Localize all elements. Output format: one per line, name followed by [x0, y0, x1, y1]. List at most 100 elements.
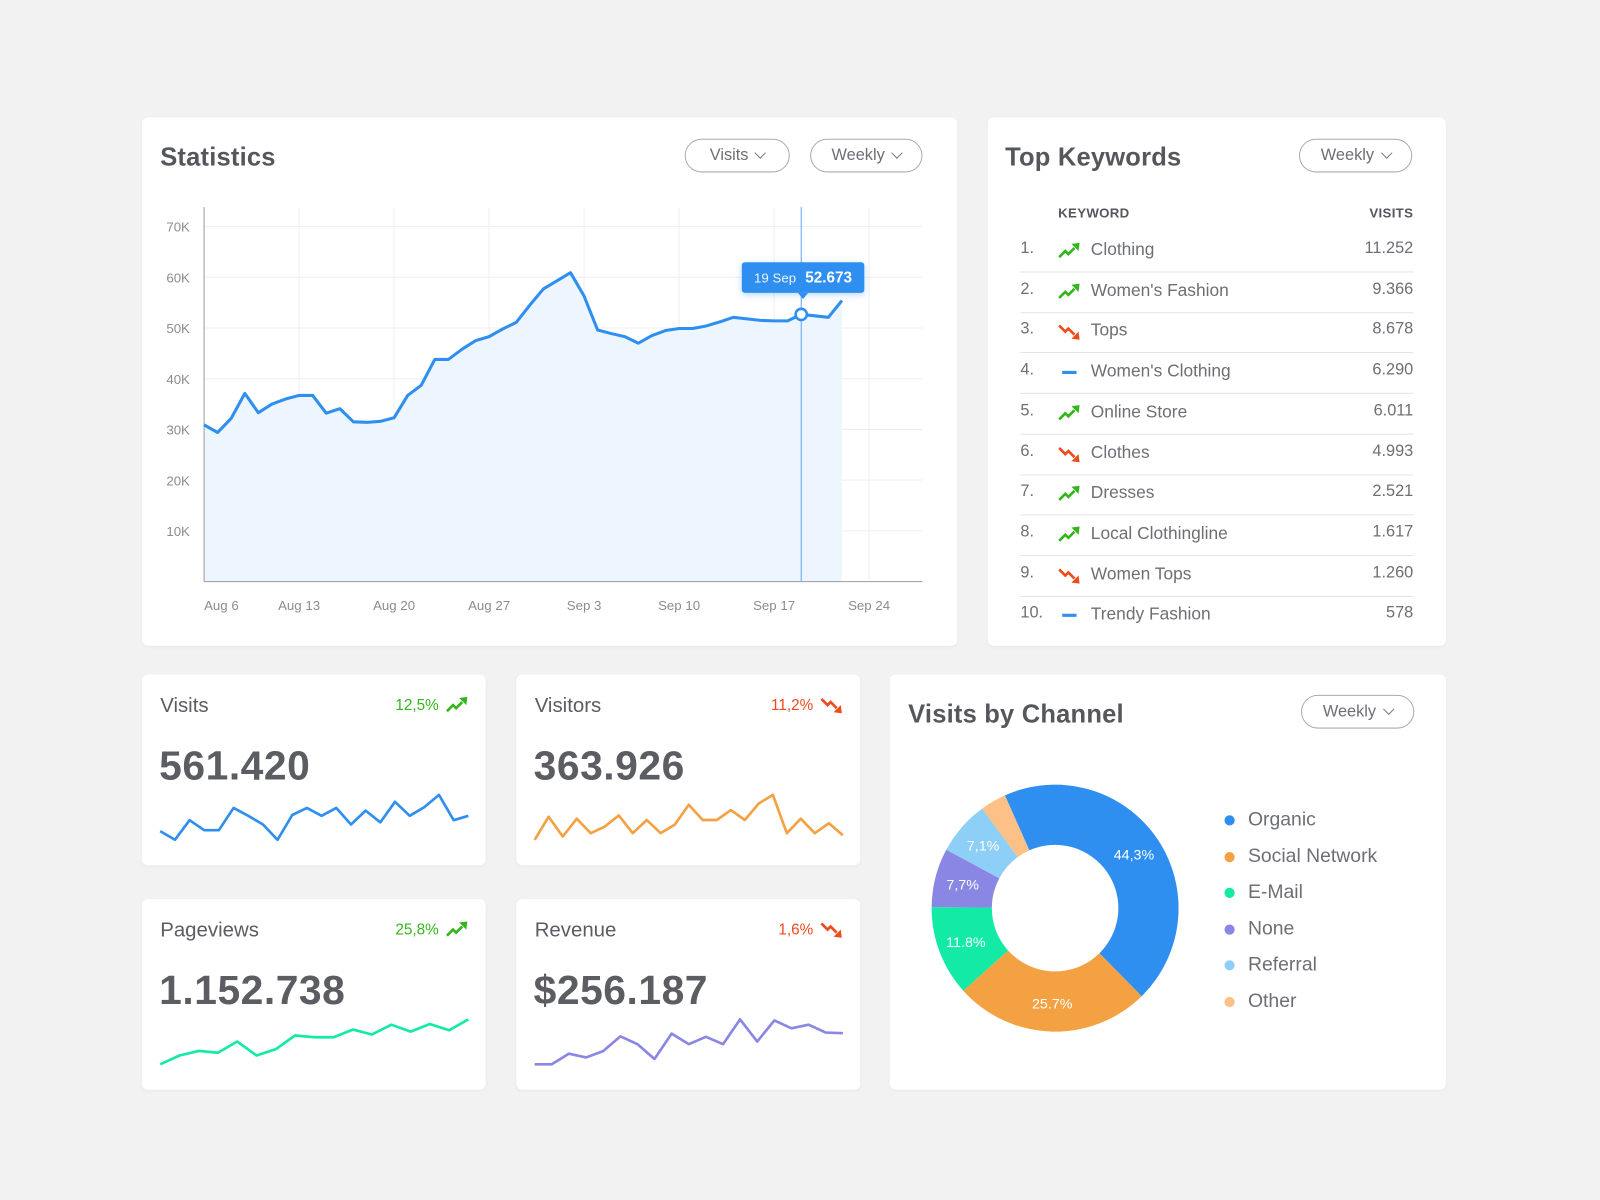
keyword-row[interactable]: 2. Women's Fashion 9.366	[1020, 272, 1414, 313]
keyword-visits: 2.521	[1372, 482, 1414, 501]
visits-line-chart[interactable]: 10K 20K 30K 40K 50K 60K 70K Aug 6 Aug 13 Aug 20 Au…	[142, 117, 957, 646]
legend-label: Other	[1247, 990, 1297, 1012]
donut-slice-referral[interactable]	[946, 808, 1018, 879]
x-tick-label: Sep 17	[753, 598, 795, 613]
x-tick-label: Aug 13	[278, 598, 320, 613]
tooltip-date: 19 Sep	[754, 269, 797, 286]
trend-down-icon	[1057, 443, 1081, 463]
keyword-row[interactable]: 10. Trendy Fashion 578	[1020, 596, 1413, 636]
keyword-name: Local Clothingline	[1090, 523, 1228, 543]
keyword-name: Women Tops	[1090, 563, 1192, 584]
keyword-rank: 6.	[1020, 442, 1035, 460]
trend-up-icon	[1057, 241, 1081, 261]
stat-label: Revenue	[534, 919, 617, 942]
donut-data-label: 7,7%	[946, 878, 979, 894]
keyword-column-header[interactable]: KEYWORD	[1058, 205, 1130, 221]
statistics-card: Statistics Visits Weekly 10K 20K 30K 40K 50K…	[141, 117, 958, 646]
donut-slice-other[interactable]	[982, 795, 1030, 858]
keyword-name: Tops	[1090, 320, 1128, 341]
channels-period-label: Weekly	[1322, 702, 1377, 720]
keyword-name: Dresses	[1090, 482, 1155, 503]
tooltip-value: 52.673	[805, 268, 853, 287]
donut-data-label: 25.7%	[1032, 997, 1073, 1013]
x-tick-label: Sep 3	[567, 598, 602, 613]
keyword-visits: 6.290	[1372, 361, 1414, 379]
y-tick-label: 20K	[166, 473, 190, 488]
keyword-visits: 1.260	[1372, 563, 1414, 582]
keyword-rank: 10.	[1020, 604, 1044, 622]
legend-item[interactable]: Other	[1224, 989, 1296, 1013]
legend-item[interactable]: Organic	[1224, 808, 1316, 832]
trend-up-icon	[1057, 524, 1081, 544]
keyword-rank: 1.	[1020, 239, 1035, 258]
trend-up-icon	[445, 919, 469, 939]
stat-card-visits: Visits 12,5% 561.420	[141, 674, 486, 866]
keyword-row[interactable]: 7. Dresses 2.521	[1020, 475, 1414, 516]
keyword-row[interactable]: 3. Tops 8.678	[1020, 313, 1414, 354]
donut-slice-e-mail[interactable]	[931, 907, 1009, 991]
keyword-name: Clothes	[1090, 442, 1150, 462]
keyword-visits: 6.011	[1373, 401, 1414, 420]
donut-slice-organic[interactable]	[1004, 784, 1179, 997]
legend-item[interactable]: Referral	[1224, 953, 1317, 977]
y-tick-label: 40K	[166, 372, 190, 387]
keyword-rank: 9.	[1020, 563, 1035, 582]
sparkline	[159, 793, 469, 842]
y-tick-label: 30K	[166, 423, 190, 438]
keyword-visits: 8.678	[1372, 320, 1414, 339]
sparkline	[159, 1018, 470, 1066]
keyword-rank: 7.	[1020, 482, 1035, 501]
period-dropdown[interactable]: Weekly	[810, 138, 923, 173]
trend-up-icon	[1057, 281, 1081, 301]
keyword-row[interactable]: 4. Women's Clothing 6.290	[1020, 353, 1414, 394]
keyword-row[interactable]: 8. Local Clothingline 1.617	[1020, 515, 1414, 557]
keywords-period-dropdown[interactable]: Weekly	[1298, 138, 1413, 173]
visits-column-header[interactable]: VISITS	[1369, 205, 1414, 221]
keyword-row[interactable]: 6. Clothes 4.993	[1020, 434, 1414, 475]
channel-donut-chart[interactable]: 44,3% 25.7% 11.8% 7,7% 7,1%	[890, 674, 1217, 1089]
keyword-row[interactable]: 9. Women Tops 1.260	[1020, 556, 1414, 597]
stat-value: $256.187	[533, 968, 708, 1014]
tooltip-pointer	[797, 292, 809, 299]
trend-down-icon	[819, 695, 843, 715]
visits-series-line	[203, 271, 844, 435]
top-keywords-card: Top Keywords Weekly KEYWORD VISITS 1. Cl…	[987, 117, 1446, 646]
x-tick-label: Aug 27	[468, 598, 510, 613]
legend-dot	[1224, 815, 1235, 826]
legend-dot	[1224, 996, 1235, 1007]
y-tick-label: 50K	[166, 321, 190, 336]
area-fill	[204, 272, 842, 582]
trend-down-icon	[1057, 565, 1081, 585]
x-tick-label: Sep 24	[848, 598, 890, 613]
keyword-name: Trendy Fashion	[1090, 604, 1211, 624]
stat-label: Visits	[160, 694, 209, 718]
keyword-row[interactable]: 1. Clothing 11.252	[1020, 232, 1414, 273]
stat-value: 1.152.738	[159, 968, 346, 1014]
stat-card-pageviews: Pageviews 25,8% 1.152.738	[141, 898, 486, 1090]
channels-period-dropdown[interactable]: Weekly	[1301, 694, 1415, 729]
sparkline-path	[159, 793, 469, 842]
highlighted-point[interactable]	[794, 307, 809, 322]
stat-card-revenue: Revenue 1,6% $256.187	[516, 898, 861, 1090]
keyword-rank: 2.	[1020, 280, 1035, 298]
keyword-row[interactable]: 5. Online Store 6.011	[1020, 394, 1414, 435]
chevron-down-icon	[1382, 703, 1395, 715]
top-keywords-title: Top Keywords	[1005, 142, 1182, 172]
keyword-name: Online Store	[1090, 401, 1188, 422]
legend-label: Referral	[1247, 954, 1317, 976]
keyword-visits: 4.993	[1372, 442, 1414, 460]
donut-slice-none[interactable]	[931, 849, 1000, 908]
legend-item[interactable]: None	[1224, 917, 1294, 941]
metric-dropdown[interactable]: Visits	[684, 138, 790, 173]
donut-slice-social-network[interactable]	[963, 950, 1142, 1032]
legend-item[interactable]: E-Mail	[1224, 881, 1303, 905]
legend-item[interactable]: Social Network	[1224, 844, 1377, 868]
stat-change: 1,6%	[778, 921, 814, 939]
visits-by-channel-card: Visits by Channel Weekly 44,3% 25.7% 11.8%…	[889, 674, 1446, 1090]
chevron-down-icon	[1380, 147, 1393, 159]
sparkline	[533, 793, 844, 841]
x-tick-label: Aug 20	[373, 598, 415, 613]
keyword-visits: 11.252	[1364, 239, 1414, 258]
stat-label: Visitors	[534, 694, 602, 718]
sparkline-path	[533, 793, 844, 841]
